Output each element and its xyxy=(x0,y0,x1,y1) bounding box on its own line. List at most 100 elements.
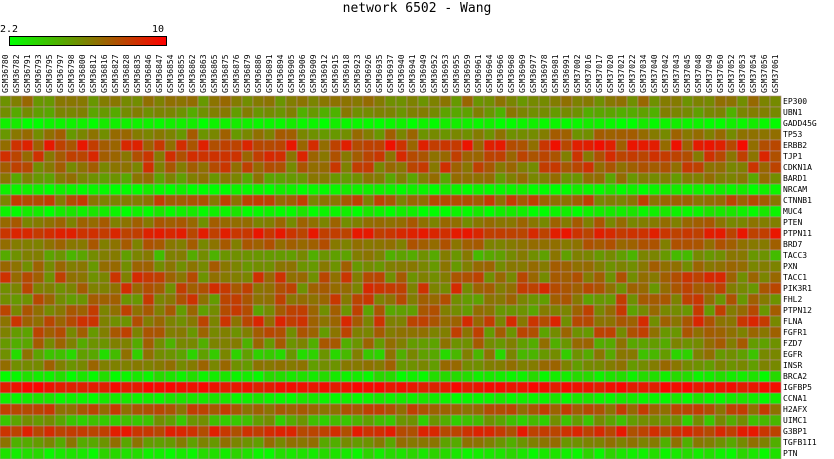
heatmap-cell xyxy=(274,238,287,251)
heatmap-cell xyxy=(164,216,177,229)
heatmap-cell xyxy=(65,326,78,339)
column-label: GSM36793 xyxy=(34,54,43,93)
heatmap-cell xyxy=(747,293,760,306)
heatmap-cell xyxy=(43,161,56,174)
heatmap-cell xyxy=(670,95,683,108)
heatmap-cell xyxy=(285,128,298,141)
heatmap-cell xyxy=(0,205,12,218)
heatmap-cell xyxy=(208,271,221,284)
heatmap-cell xyxy=(197,249,210,262)
heatmap-cell xyxy=(538,326,551,339)
heatmap-cell xyxy=(450,348,463,361)
heatmap-cell xyxy=(197,381,210,394)
heatmap-cell xyxy=(87,381,100,394)
heatmap-cell xyxy=(670,381,683,394)
heatmap-cell xyxy=(263,282,276,295)
heatmap-cell xyxy=(120,106,133,119)
heatmap-cell xyxy=(395,150,408,163)
heatmap-cell xyxy=(494,95,507,108)
heatmap-cell xyxy=(516,282,529,295)
heatmap-cell xyxy=(340,392,353,405)
heatmap-cell xyxy=(175,304,188,317)
heatmap-cell xyxy=(10,216,23,229)
heatmap-cell xyxy=(230,392,243,405)
heatmap-cell xyxy=(384,106,397,119)
heatmap-cell xyxy=(692,348,705,361)
heatmap-cell xyxy=(725,271,738,284)
heatmap-cell xyxy=(615,205,628,218)
heatmap-cell xyxy=(153,392,166,405)
heatmap-cell xyxy=(703,337,716,350)
heatmap-cell xyxy=(626,95,639,108)
heatmap-cell xyxy=(516,172,529,185)
heatmap-cell xyxy=(472,106,485,119)
heatmap-cell xyxy=(373,447,386,459)
heatmap-cell xyxy=(681,304,694,317)
heatmap-cell xyxy=(483,392,496,405)
heatmap-cell xyxy=(164,260,177,273)
heatmap-cell xyxy=(769,194,782,207)
heatmap-cell xyxy=(274,425,287,438)
heatmap-cell xyxy=(703,172,716,185)
heatmap-cell xyxy=(527,392,540,405)
heatmap-cell xyxy=(230,117,243,130)
heatmap-cell xyxy=(714,128,727,141)
heatmap-cell xyxy=(340,315,353,328)
heatmap-cell xyxy=(10,304,23,317)
heatmap-cell xyxy=(549,326,562,339)
heatmap-cell xyxy=(285,238,298,251)
heatmap-cell xyxy=(76,95,89,108)
heatmap-cell xyxy=(736,359,749,372)
heatmap-cell xyxy=(0,128,12,141)
heatmap-cell xyxy=(98,128,111,141)
heatmap-cell xyxy=(230,447,243,459)
heatmap-cell xyxy=(164,227,177,240)
heatmap-cell xyxy=(439,172,452,185)
heatmap-cell xyxy=(472,194,485,207)
heatmap-cell xyxy=(670,216,683,229)
heatmap-cell xyxy=(681,282,694,295)
heatmap-cell xyxy=(384,447,397,459)
heatmap-cell xyxy=(241,194,254,207)
heatmap-cell xyxy=(76,304,89,317)
heatmap-cell xyxy=(384,436,397,449)
heatmap-cell xyxy=(560,337,573,350)
heatmap-cell xyxy=(329,150,342,163)
heatmap-cell xyxy=(604,359,617,372)
heatmap-cell xyxy=(670,238,683,251)
heatmap-cell xyxy=(692,117,705,130)
heatmap-cell xyxy=(604,161,617,174)
heatmap-cell xyxy=(208,447,221,459)
heatmap-cell xyxy=(593,271,606,284)
heatmap-cell xyxy=(648,271,661,284)
column-label: GSM36876 xyxy=(232,54,241,93)
heatmap-cell xyxy=(395,359,408,372)
heatmap-cell xyxy=(472,128,485,141)
heatmap-cell xyxy=(76,205,89,218)
heatmap-cell xyxy=(692,436,705,449)
heatmap-cell xyxy=(109,128,122,141)
heatmap-cell xyxy=(252,183,265,196)
heatmap-cell xyxy=(340,249,353,262)
heatmap-cell xyxy=(362,227,375,240)
heatmap-cell xyxy=(681,139,694,152)
heatmap-cell xyxy=(241,326,254,339)
heatmap-cell xyxy=(736,172,749,185)
heatmap-cell xyxy=(340,238,353,251)
heatmap-cell xyxy=(494,260,507,273)
heatmap-cell xyxy=(670,304,683,317)
heatmap-cell xyxy=(659,260,672,273)
heatmap-cell xyxy=(417,436,430,449)
heatmap-cell xyxy=(384,348,397,361)
heatmap-cell xyxy=(362,447,375,459)
heatmap-cell xyxy=(758,271,771,284)
heatmap-cell xyxy=(10,205,23,218)
heatmap-cell xyxy=(98,95,111,108)
heatmap-cell xyxy=(263,392,276,405)
heatmap-cell xyxy=(659,381,672,394)
heatmap-cell xyxy=(593,106,606,119)
heatmap-cell xyxy=(197,227,210,240)
heatmap-cell xyxy=(593,403,606,416)
heatmap-cell xyxy=(428,194,441,207)
heatmap-cell xyxy=(340,282,353,295)
